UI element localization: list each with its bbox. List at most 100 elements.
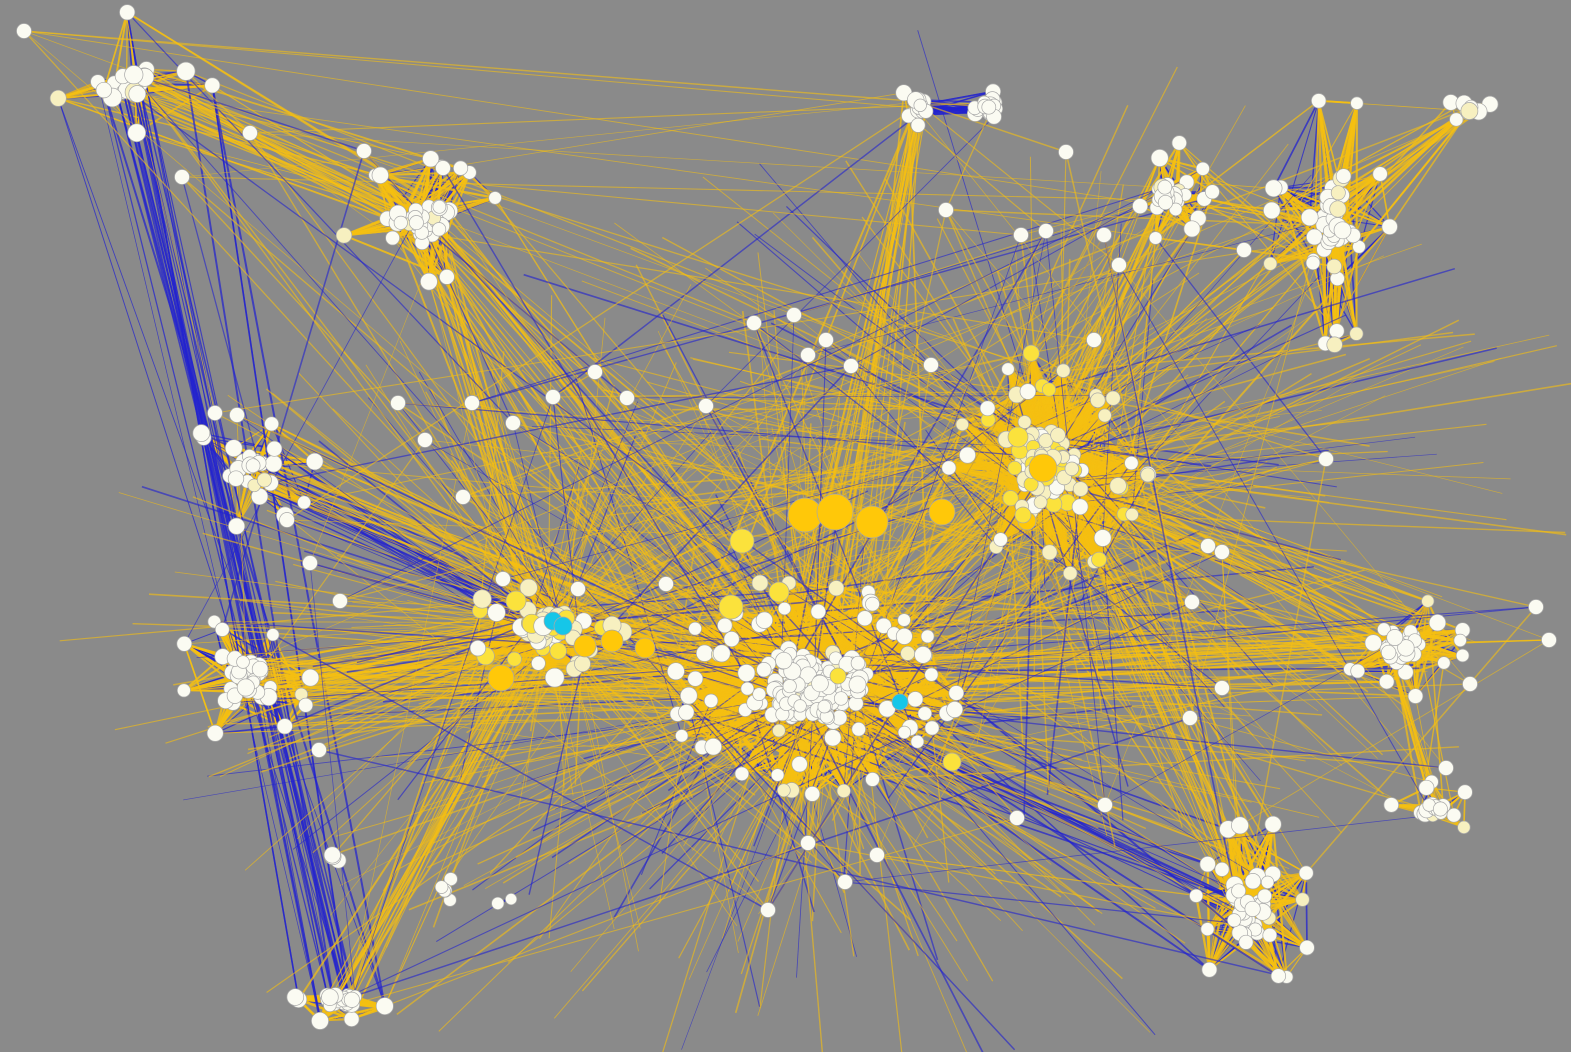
- graph-hub-node[interactable]: [928, 498, 956, 526]
- graph-node[interactable]: [1437, 656, 1451, 670]
- graph-node-peripheral[interactable]: [207, 405, 223, 421]
- graph-node[interactable]: [375, 997, 394, 1016]
- graph-node[interactable]: [1298, 865, 1314, 881]
- graph-node[interactable]: [1364, 634, 1382, 652]
- graph-node[interactable]: [256, 472, 272, 488]
- graph-node-peripheral[interactable]: [619, 390, 635, 406]
- graph-node[interactable]: [574, 655, 591, 673]
- graph-node[interactable]: [297, 495, 312, 510]
- graph-node[interactable]: [775, 651, 793, 670]
- graph-node[interactable]: [993, 532, 1008, 547]
- graph-node-peripheral[interactable]: [417, 432, 433, 448]
- graph-node[interactable]: [1381, 218, 1398, 235]
- graph-node[interactable]: [408, 215, 424, 231]
- graph-node[interactable]: [1300, 208, 1319, 227]
- graph-node-peripheral[interactable]: [698, 398, 714, 414]
- graph-node-peripheral[interactable]: [435, 160, 451, 176]
- graph-node-peripheral[interactable]: [1462, 676, 1478, 692]
- graph-node[interactable]: [176, 61, 196, 81]
- graph-node[interactable]: [917, 706, 933, 721]
- graph-node[interactable]: [1378, 673, 1395, 690]
- graph-node[interactable]: [506, 651, 522, 667]
- graph-node[interactable]: [266, 440, 283, 457]
- graph-node-peripheral[interactable]: [1200, 538, 1216, 554]
- graph-node[interactable]: [666, 662, 685, 681]
- graph-node[interactable]: [850, 655, 866, 671]
- graph-node[interactable]: [851, 721, 866, 737]
- graph-node-peripheral[interactable]: [1318, 451, 1334, 467]
- graph-node[interactable]: [1397, 664, 1414, 681]
- graph-node[interactable]: [723, 631, 740, 648]
- graph-node[interactable]: [420, 272, 438, 291]
- graph-node[interactable]: [1125, 507, 1139, 522]
- graph-node[interactable]: [810, 603, 827, 620]
- graph-node[interactable]: [1007, 460, 1023, 476]
- graph-node[interactable]: [1326, 336, 1343, 353]
- graph-node[interactable]: [245, 458, 261, 474]
- graph-node[interactable]: [343, 991, 360, 1008]
- graph-node[interactable]: [1062, 566, 1078, 581]
- graph-node[interactable]: [688, 621, 702, 636]
- graph-node[interactable]: [1050, 427, 1066, 443]
- graph-node[interactable]: [1109, 477, 1127, 495]
- graph-node[interactable]: [431, 222, 447, 237]
- graph-node[interactable]: [488, 191, 502, 205]
- graph-hub-node[interactable]: [942, 752, 962, 772]
- graph-node[interactable]: [695, 644, 714, 662]
- graph-node[interactable]: [286, 988, 305, 1006]
- graph-node-peripheral[interactable]: [1058, 144, 1074, 160]
- graph-node[interactable]: [1064, 461, 1079, 476]
- graph-node[interactable]: [1264, 815, 1282, 833]
- graph-hub-node[interactable]: [768, 581, 790, 603]
- graph-node[interactable]: [321, 988, 339, 1006]
- graph-node[interactable]: [472, 589, 492, 609]
- graph-node-peripheral[interactable]: [242, 125, 258, 141]
- graph-node[interactable]: [1195, 161, 1210, 176]
- graph-node[interactable]: [1306, 228, 1323, 246]
- graph-node[interactable]: [776, 783, 791, 798]
- graph-node[interactable]: [1157, 194, 1174, 211]
- graph-node[interactable]: [1428, 614, 1447, 632]
- graph-node[interactable]: [1311, 93, 1327, 109]
- graph-node[interactable]: [1017, 415, 1032, 429]
- graph-node[interactable]: [323, 846, 341, 864]
- graph-hub-node[interactable]: [855, 505, 889, 539]
- graph-node[interactable]: [875, 617, 892, 634]
- graph-node[interactable]: [453, 160, 469, 176]
- graph-node[interactable]: [897, 613, 911, 627]
- graph-node[interactable]: [900, 645, 916, 661]
- graph-node[interactable]: [371, 166, 389, 184]
- graph-node-peripheral[interactable]: [332, 593, 348, 609]
- graph-node-peripheral[interactable]: [356, 143, 372, 159]
- graph-node[interactable]: [1105, 390, 1121, 406]
- graph-node[interactable]: [1056, 363, 1071, 378]
- graph-node[interactable]: [264, 416, 280, 432]
- node-layer[interactable]: [16, 4, 1557, 1030]
- graph-node[interactable]: [828, 580, 845, 597]
- graph-node[interactable]: [1041, 382, 1057, 397]
- graph-node[interactable]: [1168, 202, 1183, 217]
- graph-node[interactable]: [439, 269, 455, 285]
- graph-node-peripheral[interactable]: [837, 874, 853, 890]
- graph-node[interactable]: [1022, 344, 1040, 362]
- graph-node[interactable]: [1335, 168, 1352, 184]
- graph-node[interactable]: [1264, 179, 1283, 198]
- graph-node[interactable]: [124, 65, 144, 85]
- graph-node[interactable]: [907, 691, 924, 708]
- graph-hub-node[interactable]: [1014, 506, 1032, 524]
- graph-node-peripheral[interactable]: [1086, 332, 1102, 348]
- graph-node[interactable]: [1041, 544, 1058, 561]
- graph-node[interactable]: [264, 454, 283, 473]
- graph-node-peripheral[interactable]: [923, 357, 939, 373]
- graph-node-peripheral[interactable]: [464, 395, 480, 411]
- graph-node[interactable]: [1263, 256, 1278, 271]
- graph-node-peripheral[interactable]: [505, 415, 521, 431]
- graph-node[interactable]: [1453, 633, 1467, 648]
- graph-node[interactable]: [1227, 913, 1242, 928]
- graph-node-peripheral[interactable]: [174, 169, 190, 185]
- graph-node[interactable]: [1204, 184, 1220, 200]
- graph-node[interactable]: [687, 670, 704, 687]
- graph-node[interactable]: [176, 635, 193, 652]
- graph-node-peripheral[interactable]: [1038, 223, 1054, 239]
- graph-node-peripheral[interactable]: [938, 202, 954, 218]
